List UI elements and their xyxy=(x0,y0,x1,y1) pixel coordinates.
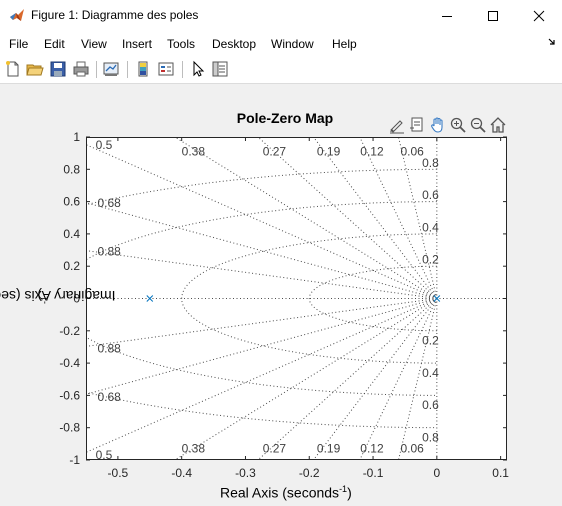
save-icon[interactable] xyxy=(49,60,67,78)
menu-help[interactable]: Help xyxy=(332,37,357,51)
toolbar-separator xyxy=(96,61,97,78)
legend-icon[interactable] xyxy=(157,60,175,78)
pan-icon[interactable] xyxy=(429,116,447,134)
menu-insert[interactable]: Insert xyxy=(122,37,153,51)
open-file-icon[interactable] xyxy=(26,60,44,78)
close-button[interactable] xyxy=(516,0,562,31)
figure-toolbar xyxy=(0,56,562,84)
toolbar-separator xyxy=(127,61,128,78)
maximize-button[interactable] xyxy=(470,0,516,31)
colorbar-icon[interactable] xyxy=(134,60,152,78)
matlab-logo-icon xyxy=(10,9,24,21)
minimize-icon xyxy=(442,15,452,17)
window-title: Figure 1: Diagramme des poles xyxy=(31,8,199,22)
zoom-out-icon[interactable] xyxy=(469,116,487,134)
menu-window[interactable]: Window xyxy=(271,37,314,51)
menu-file[interactable]: File xyxy=(9,37,29,51)
property-inspector-icon[interactable] xyxy=(211,60,229,78)
toolbar-separator xyxy=(182,61,183,78)
menu-edit[interactable]: Edit xyxy=(44,37,65,51)
new-figure-icon[interactable] xyxy=(4,60,22,78)
zoom-in-icon[interactable] xyxy=(449,116,467,134)
print-icon[interactable] xyxy=(72,60,90,78)
minimize-button[interactable] xyxy=(424,0,470,31)
pointer-icon[interactable] xyxy=(189,60,207,78)
close-icon xyxy=(533,10,545,21)
dock-arrow-icon[interactable] xyxy=(548,38,556,46)
brush-icon[interactable] xyxy=(388,116,406,134)
data-tips-icon[interactable] xyxy=(408,116,426,134)
menu-view[interactable]: View xyxy=(81,37,107,51)
plot-title: Pole-Zero Map xyxy=(236,110,334,126)
maximize-icon xyxy=(488,10,498,21)
menu-bar: File Edit View Insert Tools Desktop Wind… xyxy=(0,31,562,56)
menu-tools[interactable]: Tools xyxy=(167,37,196,51)
title-bar: Figure 1: Diagramme des poles xyxy=(0,0,562,31)
home-icon[interactable] xyxy=(489,116,507,134)
link-plot-icon[interactable] xyxy=(102,60,120,78)
x-axis-label: Real Axis (seconds-1) xyxy=(220,484,352,501)
menu-desktop[interactable]: Desktop xyxy=(212,37,257,51)
